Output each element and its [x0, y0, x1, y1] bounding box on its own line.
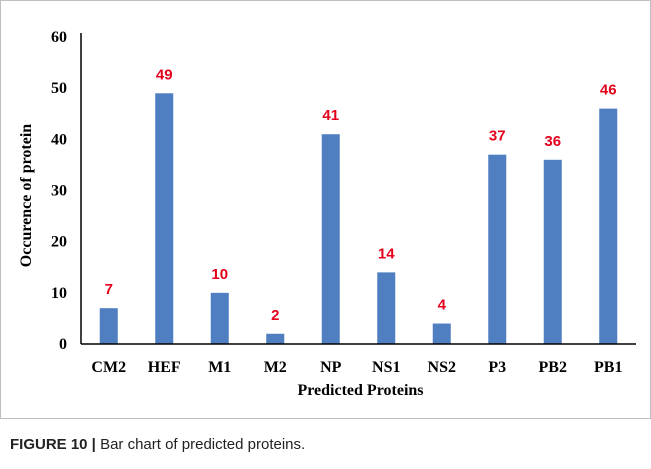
y-tick-label: 10 [51, 285, 67, 302]
x-axis-title: Predicted Proteins [297, 382, 423, 399]
data-label-p3: 37 [489, 128, 506, 145]
bar-ns2 [432, 323, 451, 344]
bar-pb1 [599, 108, 618, 344]
bar-m1 [210, 292, 229, 344]
data-label-m1: 10 [211, 266, 228, 283]
data-label-np: 41 [322, 107, 339, 124]
category-label-m2: M2 [264, 359, 287, 376]
category-label-np: NP [320, 359, 342, 376]
category-label-m1: M1 [208, 359, 231, 376]
data-label-hef: 49 [156, 66, 173, 83]
figure-caption-label: FIGURE 10 | [10, 436, 96, 453]
category-label-ns1: NS1 [372, 359, 400, 376]
figure-frame: 0 10 20 30 40 50 60 7 49 10 2 41 14 4 37 36 46 CM2 HEF M1… [0, 0, 651, 419]
category-labels: CM2 HEF M1 M2 NP NS1 NS2 P3 PB2 PB1 [91, 359, 622, 376]
category-label-hef: HEF [148, 359, 181, 376]
category-label-pb2: PB2 [539, 359, 567, 376]
data-label-pb1: 46 [600, 82, 617, 99]
y-tick-labels: 0 10 20 30 40 50 60 [51, 29, 67, 353]
bar-pb2 [543, 159, 562, 344]
figure-caption: FIGURE 10 | Bar chart of predicted prote… [10, 436, 305, 453]
data-label-cm2: 7 [105, 281, 113, 298]
bar-np [321, 134, 340, 344]
y-tick-label: 50 [51, 80, 67, 97]
data-label-m2: 2 [271, 307, 279, 324]
data-labels: 7 49 10 2 41 14 4 37 36 46 [105, 66, 617, 323]
bar-hef [155, 93, 174, 345]
bar-p3 [488, 154, 507, 344]
category-label-cm2: CM2 [91, 359, 126, 376]
bar-chart: 0 10 20 30 40 50 60 7 49 10 2 41 14 4 37 36 46 CM2 HEF M1… [18, 29, 636, 399]
bars [99, 93, 618, 345]
bar-cm2 [99, 308, 118, 344]
category-label-pb1: PB1 [594, 359, 622, 376]
y-tick-label: 0 [59, 336, 67, 353]
y-axis-title: Occurence of protein [18, 124, 35, 267]
y-tick-label: 60 [51, 29, 67, 46]
bar-ns1 [377, 272, 396, 344]
y-tick-label: 40 [51, 131, 67, 148]
y-tick-label: 30 [51, 183, 67, 200]
category-label-p3: P3 [488, 359, 506, 376]
data-label-pb2: 36 [544, 133, 561, 150]
y-tick-label: 20 [51, 234, 67, 251]
bar-m2 [266, 333, 285, 344]
data-label-ns1: 14 [378, 245, 395, 262]
category-label-ns2: NS2 [428, 359, 456, 376]
data-label-ns2: 4 [438, 297, 447, 314]
figure-caption-text: Bar chart of predicted proteins. [100, 436, 306, 453]
